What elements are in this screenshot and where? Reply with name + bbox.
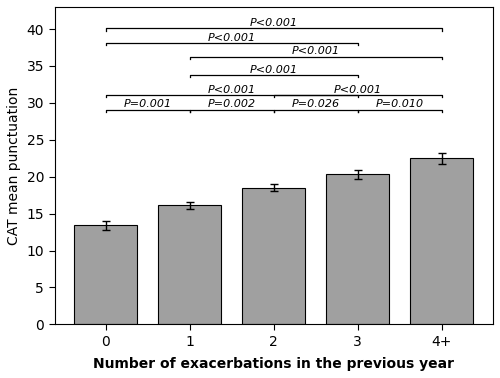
- Text: P=0.001: P=0.001: [124, 99, 172, 109]
- Text: P=0.002: P=0.002: [208, 99, 256, 109]
- Text: P<0.001: P<0.001: [250, 18, 298, 28]
- Text: P<0.001: P<0.001: [292, 46, 340, 56]
- Text: P<0.001: P<0.001: [208, 85, 256, 94]
- Y-axis label: CAT mean punctuation: CAT mean punctuation: [7, 87, 21, 245]
- Text: P<0.001: P<0.001: [334, 85, 382, 94]
- Bar: [74, 225, 138, 324]
- Text: P<0.001: P<0.001: [250, 65, 298, 74]
- Text: P<0.001: P<0.001: [208, 33, 256, 43]
- Text: P=0.026: P=0.026: [292, 99, 340, 109]
- Bar: [158, 206, 222, 324]
- Bar: [326, 175, 389, 324]
- Bar: [242, 188, 306, 324]
- Text: P=0.010: P=0.010: [376, 99, 424, 109]
- Bar: [410, 158, 473, 324]
- X-axis label: Number of exacerbations in the previous year: Number of exacerbations in the previous …: [94, 357, 454, 371]
